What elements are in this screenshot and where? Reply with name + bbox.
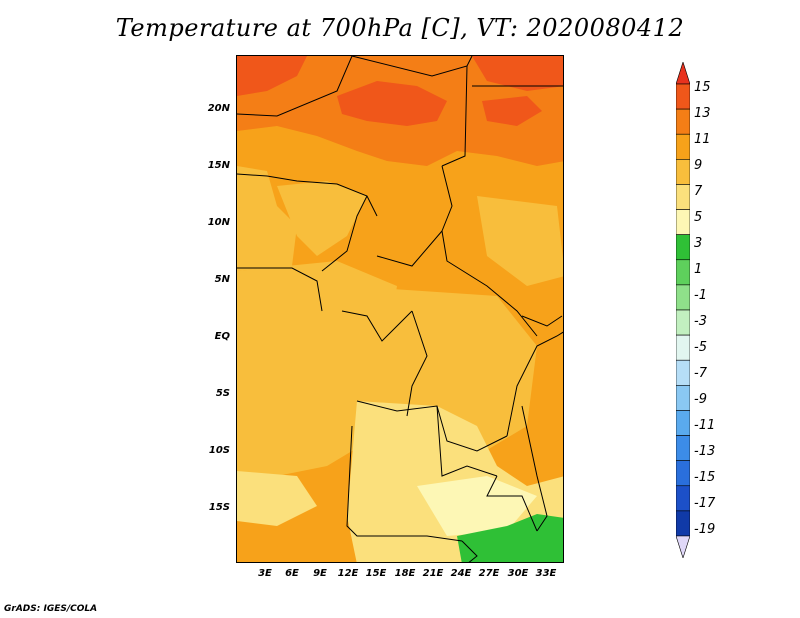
colorbar-bin bbox=[676, 460, 690, 487]
lon-label-6e: 6E bbox=[285, 568, 299, 579]
colorbar-bin bbox=[676, 108, 690, 135]
band-5-7-southwest bbox=[237, 471, 317, 526]
cb-label: -13 bbox=[694, 444, 716, 459]
lat-label-eq: EQ bbox=[214, 331, 230, 342]
colorbar-bin bbox=[676, 359, 690, 386]
lat-label-15n: 15N bbox=[207, 160, 230, 171]
colorbar-bin bbox=[676, 485, 690, 512]
colorbar-bin bbox=[676, 184, 690, 210]
country-borders bbox=[237, 56, 563, 562]
colorbar-bin bbox=[676, 159, 690, 185]
temperature-field bbox=[237, 56, 563, 562]
cb-label: -19 bbox=[694, 522, 716, 537]
lon-label-33e: 33E bbox=[535, 568, 557, 579]
cb-label: 7 bbox=[694, 184, 703, 199]
colorbar-bin bbox=[676, 234, 690, 261]
band-7-9-west-b bbox=[277, 181, 367, 256]
cb-label: 3 bbox=[694, 236, 703, 251]
lon-label-18e: 18E bbox=[394, 568, 416, 579]
lon-label-9e: 9E bbox=[313, 568, 327, 579]
lon-label-21e: 21E bbox=[422, 568, 444, 579]
map-title: Temperature at 700hPa [C], VT: 202008041… bbox=[115, 14, 685, 42]
cb-label: 5 bbox=[694, 210, 703, 225]
lat-label-10n: 10N bbox=[207, 217, 230, 228]
cb-label: -5 bbox=[694, 340, 707, 355]
colorbar-bin bbox=[676, 334, 690, 361]
lon-label-27e: 27E bbox=[478, 568, 500, 579]
band-7-9-west-a bbox=[237, 166, 297, 271]
colorbar-bin bbox=[676, 435, 690, 461]
colorbar-segments bbox=[676, 62, 690, 558]
colorbar-bin bbox=[676, 410, 690, 436]
lon-label-15e: 15E bbox=[365, 568, 387, 579]
colorbar-bin bbox=[676, 385, 690, 411]
colorbar-top-triangle bbox=[676, 62, 690, 85]
lat-label-5n: 5N bbox=[214, 274, 230, 285]
lon-label-30e: 30E bbox=[507, 568, 529, 579]
band-3-5 bbox=[417, 476, 537, 536]
lon-label-3e: 3E bbox=[258, 568, 272, 579]
cb-label: 11 bbox=[694, 132, 711, 147]
cb-label: 9 bbox=[694, 158, 703, 173]
colorbar bbox=[676, 62, 690, 558]
colorbar-bin bbox=[676, 209, 690, 235]
cb-label: 15 bbox=[694, 80, 711, 95]
colorbar-bin bbox=[676, 83, 690, 110]
cb-label: -1 bbox=[694, 288, 707, 303]
cb-label: -15 bbox=[694, 470, 716, 485]
cb-label: -9 bbox=[694, 392, 707, 407]
band-13-15-east bbox=[472, 56, 563, 91]
lat-label-20n: 20N bbox=[207, 103, 230, 114]
cb-label: 13 bbox=[694, 106, 711, 121]
band-13-15-central bbox=[337, 81, 447, 126]
lat-label-5s: 5S bbox=[215, 388, 230, 399]
band-9-11-sw bbox=[237, 536, 286, 562]
lat-label-15s: 15S bbox=[208, 502, 230, 513]
lat-label-10s: 10S bbox=[208, 445, 230, 456]
colorbar-bottom-triangle bbox=[676, 535, 690, 558]
cb-label: -3 bbox=[694, 314, 707, 329]
lon-label-12e: 12E bbox=[337, 568, 359, 579]
colorbar-bin bbox=[676, 133, 690, 160]
cb-label: -11 bbox=[694, 418, 716, 433]
cb-label: 1 bbox=[694, 262, 703, 277]
band-13-15-west bbox=[237, 56, 307, 96]
colorbar-bin bbox=[676, 309, 690, 336]
cb-label: -17 bbox=[694, 496, 716, 511]
cb-label: -7 bbox=[694, 366, 707, 381]
temperature-map bbox=[236, 55, 564, 563]
lon-label-24e: 24E bbox=[450, 568, 472, 579]
band-7-9-east bbox=[477, 196, 563, 286]
colorbar-bin bbox=[676, 259, 690, 286]
band-1-3 bbox=[457, 514, 563, 562]
colorbar-bin bbox=[676, 284, 690, 311]
colorbar-bin bbox=[676, 510, 690, 537]
band-13-15-east2 bbox=[482, 96, 542, 126]
credit-text: GrADS: IGES/COLA bbox=[4, 604, 98, 614]
